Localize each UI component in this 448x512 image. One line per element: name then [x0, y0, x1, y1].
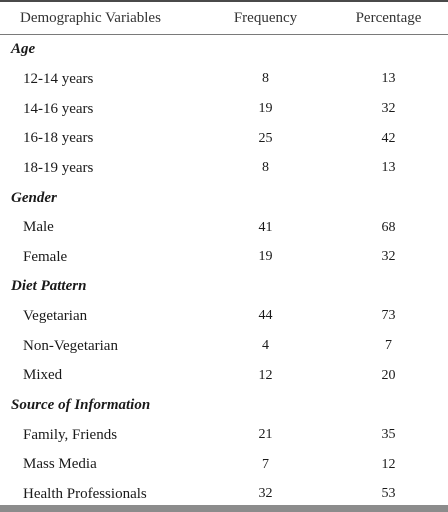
group-heading: Diet Pattern	[11, 278, 87, 295]
row-frequency: 8	[262, 160, 269, 176]
row-label: Non-Vegetarian	[23, 337, 118, 354]
row-percentage: 42	[381, 130, 396, 146]
row-label: Family, Friends	[23, 426, 118, 443]
table-header-row: Demographic Variables Frequency Percenta…	[0, 2, 448, 34]
row-percentage: 12	[381, 456, 396, 472]
table-row: Vegetarian 44 73	[0, 302, 448, 332]
table-row: 18-19 years 8 13	[0, 154, 448, 184]
row-percentage: 32	[381, 249, 396, 265]
row-percentage: 7	[385, 338, 392, 354]
row-frequency: 19	[258, 101, 273, 117]
table-row: Mass Media 7 12	[0, 450, 448, 480]
row-frequency: 4	[262, 338, 269, 354]
table-row: Non-Vegetarian 4 7	[0, 331, 448, 361]
row-percentage: 53	[381, 486, 396, 502]
row-percentage: 32	[381, 101, 396, 117]
table-bottom-rule	[0, 505, 448, 512]
row-label: 12-14 years	[23, 70, 94, 87]
row-percentage: 13	[381, 71, 396, 87]
row-label: Health Professionals	[23, 485, 147, 502]
group-heading: Gender	[11, 189, 57, 206]
row-percentage: 35	[381, 427, 396, 443]
table-row: 12-14 years 8 13	[0, 65, 448, 95]
row-label: Mixed	[23, 367, 63, 384]
row-frequency: 44	[258, 308, 273, 324]
row-frequency: 12	[258, 367, 273, 383]
row-percentage: 73	[381, 308, 396, 324]
table-row: Health Professionals 32 53	[0, 480, 448, 510]
row-label: 14-16 years	[23, 100, 94, 117]
header-demographic-variables: Demographic Variables	[20, 9, 161, 26]
row-label: Mass Media	[23, 456, 97, 473]
table-body: Age 12-14 years 8 13 14-16 years 19 32 16-18 ye…	[0, 35, 448, 509]
row-frequency: 25	[258, 130, 273, 146]
table-row: Male 41 68	[0, 213, 448, 243]
table-row: 14-16 years 19 32	[0, 94, 448, 124]
row-frequency: 41	[258, 219, 273, 235]
header-percentage: Percentage	[355, 9, 422, 26]
table-row: Family, Friends 21 35	[0, 420, 448, 450]
row-frequency: 7	[262, 456, 269, 472]
group-heading: Age	[11, 41, 36, 58]
row-frequency: 21	[258, 427, 273, 443]
row-percentage: 13	[381, 160, 396, 176]
row-percentage: 20	[381, 367, 396, 383]
group-heading-row: Gender	[0, 183, 448, 213]
row-label: Vegetarian	[23, 307, 88, 324]
row-frequency: 8	[262, 71, 269, 87]
table-header-rule	[0, 34, 448, 35]
row-label: 16-18 years	[23, 130, 94, 147]
group-heading-row: Age	[0, 35, 448, 65]
group-heading-row: Source of Information	[0, 391, 448, 421]
table-row: 16-18 years 25 42	[0, 124, 448, 154]
row-frequency: 32	[258, 486, 273, 502]
table-row: Female 19 32	[0, 242, 448, 272]
row-label: 18-19 years	[23, 159, 94, 176]
group-heading: Source of Information	[11, 396, 151, 413]
table-row: Mixed 12 20	[0, 361, 448, 391]
group-heading-row: Diet Pattern	[0, 272, 448, 302]
table-top-rule	[0, 0, 448, 2]
row-frequency: 19	[258, 249, 273, 265]
header-frequency: Frequency	[233, 9, 298, 26]
row-label: Female	[23, 248, 68, 265]
row-percentage: 68	[381, 219, 396, 235]
row-label: Male	[23, 219, 54, 236]
